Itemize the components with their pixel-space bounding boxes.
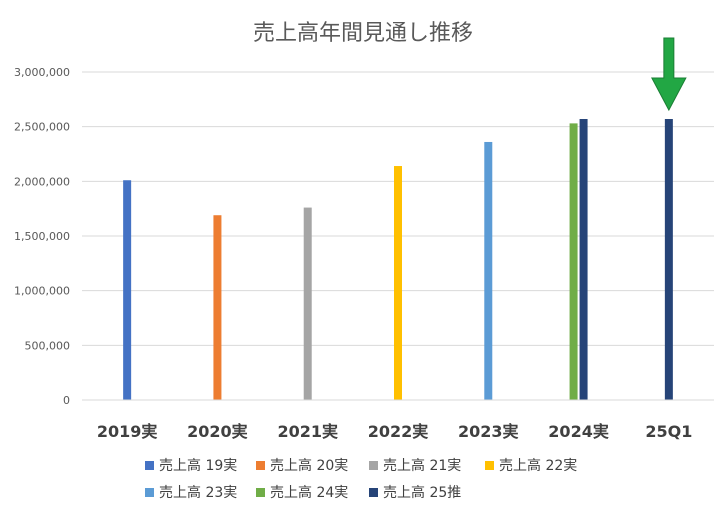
legend-label: 売上高 23実	[159, 484, 237, 501]
legend-swatch	[485, 461, 494, 470]
bar	[213, 215, 222, 400]
x-tick-label: 2022実	[368, 422, 429, 441]
bars	[123, 119, 673, 401]
y-tick-label: 2,000,000	[14, 175, 70, 188]
legend-label: 売上高 24実	[270, 484, 348, 501]
bar	[484, 141, 493, 400]
legend-label: 売上高 21実	[383, 457, 461, 474]
chart-title: 売上高年間見通し推移	[253, 21, 473, 46]
bar	[303, 207, 312, 400]
y-tick-label: 3,000,000	[14, 66, 70, 79]
legend-label: 売上高 25推	[383, 484, 461, 501]
x-axis-ticks: 2019実 2020実 2021実 2022実 2023実 2024実 25Q1	[97, 422, 692, 441]
bar	[394, 166, 402, 400]
x-tick-label: 2023実	[458, 422, 519, 441]
bar	[664, 119, 673, 400]
bar	[569, 123, 578, 401]
y-tick-label: 2,500,000	[14, 121, 70, 134]
legend-swatch	[369, 461, 378, 470]
y-tick-label: 0	[63, 394, 70, 407]
legend-label: 売上高 19実	[159, 457, 237, 474]
legend-swatch	[369, 488, 378, 497]
legend-swatch	[145, 461, 154, 470]
legend-label: 売上高 20実	[270, 457, 348, 474]
y-tick-label: 1,000,000	[14, 285, 70, 298]
bar	[123, 180, 132, 400]
y-tick-label: 1,500,000	[14, 230, 70, 243]
x-tick-label: 2021実	[277, 422, 338, 441]
bar	[579, 119, 588, 400]
legend-label: 売上高 22実	[499, 457, 577, 474]
x-tick-label: 2024実	[548, 422, 609, 441]
legend-swatch	[145, 488, 154, 497]
down-arrow-icon	[651, 37, 687, 112]
legend-swatch	[256, 488, 265, 497]
legend-swatch	[256, 461, 265, 470]
x-tick-label: 25Q1	[645, 422, 692, 441]
y-tick-label: 500,000	[25, 339, 71, 352]
y-axis-ticks: 0 500,000 1,000,000 1,500,000 2,000,000 2,500…	[14, 66, 70, 407]
x-tick-label: 2019実	[97, 422, 158, 441]
annotation	[651, 37, 687, 112]
x-tick-label: 2020実	[187, 422, 248, 441]
